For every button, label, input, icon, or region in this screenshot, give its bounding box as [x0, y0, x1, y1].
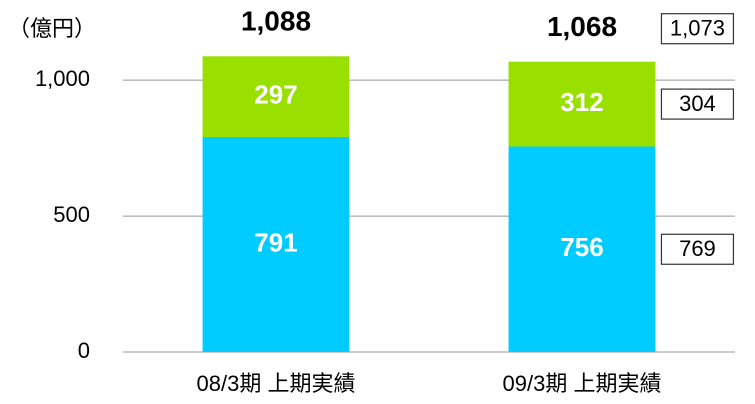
bar-segment: [508, 146, 656, 352]
plan-label: 1,073: [670, 16, 725, 41]
x-tick-label: 08/3期 上期実績: [197, 371, 356, 396]
unit-label: （億円）: [8, 16, 96, 41]
segment-label: 312: [560, 87, 603, 117]
plan-label: 769: [679, 236, 716, 261]
y-tick-label: 500: [53, 202, 90, 227]
segment-label: 791: [254, 227, 297, 257]
bar-segment: [202, 136, 350, 352]
x-tick-label: 09/3期 上期実績: [503, 371, 662, 396]
y-tick-label: 0: [78, 338, 90, 363]
total-label: 1,068: [547, 11, 617, 42]
bar-segment: [202, 56, 350, 137]
y-tick-label: 1,000: [35, 66, 90, 91]
plan-label: 304: [679, 91, 716, 116]
plan-box: [660, 13, 735, 45]
plan-box: [660, 88, 735, 120]
total-label: 1,088: [241, 6, 311, 37]
plan-box: [660, 233, 735, 265]
segment-label: 756: [560, 232, 603, 262]
bar-segment: [508, 61, 656, 147]
segment-label: 297: [254, 80, 297, 110]
